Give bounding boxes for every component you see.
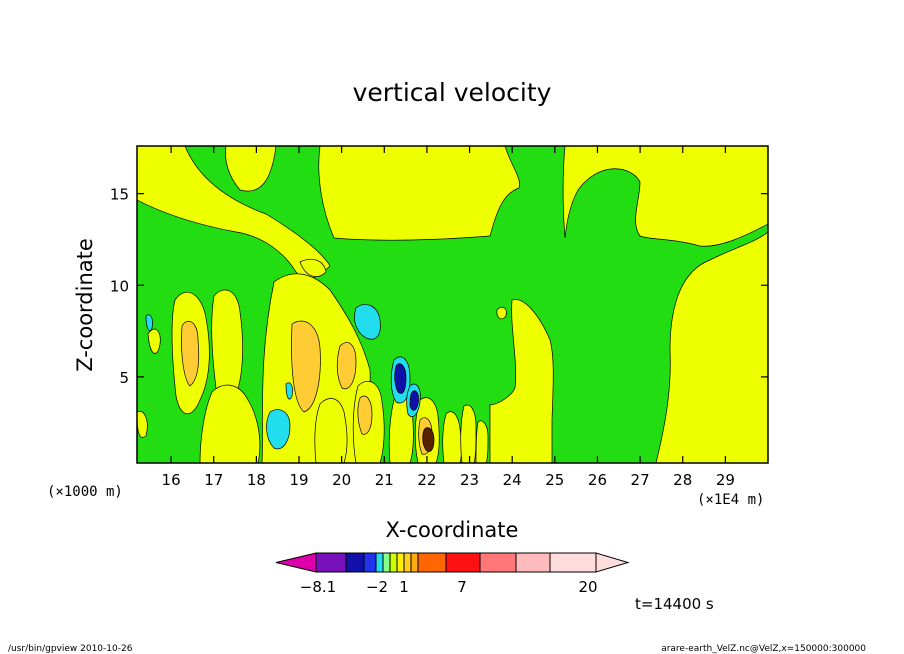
contour-region (181, 320, 200, 387)
colorbar-swatch (382, 552, 391, 573)
colorbar-swatch (403, 552, 412, 573)
colorbar-labels: −8.1 −2 1 7 20 (300, 578, 598, 596)
colorbar-tick-label: 20 (578, 578, 597, 596)
contour-region (199, 384, 261, 463)
colorbar-swatch (410, 552, 419, 573)
contour-region (225, 146, 277, 192)
contour-region (496, 306, 507, 320)
x-tick-label: 28 (673, 471, 692, 489)
contour-region (354, 304, 381, 340)
colorbar-tick-label: 1 (399, 578, 409, 596)
x-tick-label: 25 (545, 471, 564, 489)
contour-region (314, 398, 348, 463)
contour-region (562, 146, 768, 247)
x-tick-label: 18 (247, 471, 266, 489)
colorbar-tick-label: −8.1 (300, 578, 336, 596)
x-axis-label: X-coordinate (386, 518, 519, 542)
contour-region (266, 409, 291, 450)
contour-region (137, 146, 331, 279)
colorbar-swatch (396, 552, 405, 573)
plot-frame (136, 145, 769, 464)
colorbar-swatch (417, 552, 447, 573)
colorbar-swatch (363, 552, 377, 573)
contour-region (460, 404, 477, 463)
chart-title: vertical velocity (353, 78, 552, 107)
colorbar-min-arrow (275, 552, 317, 573)
contour-region (285, 382, 293, 400)
x-unit-left: (×1000 m) (47, 484, 123, 500)
x-tick-label: 21 (375, 471, 394, 489)
x-tick-label: 22 (417, 471, 436, 489)
y-tick-label: 15 (110, 186, 129, 204)
plot-area (137, 146, 768, 463)
x-tick-label: 27 (631, 471, 650, 489)
contour-region (318, 146, 520, 241)
colorbar-swatch (375, 552, 384, 573)
colorbar-max-arrow (595, 552, 630, 573)
contour-region (357, 395, 373, 435)
footer-right: arare-earth_VelZ.nc@VelZ,x=150000:300000 (661, 644, 866, 654)
contour-region (489, 299, 554, 463)
contour-region (137, 410, 148, 438)
colorbar (275, 552, 630, 573)
y-axis: 5 10 15 (110, 186, 768, 387)
y-tick-label: 10 (110, 277, 129, 295)
x-unit-right: (×1E4 m) (697, 492, 764, 508)
colorbar-swatch (389, 552, 398, 573)
contour-region (147, 328, 161, 354)
x-axis: 16 17 18 19 20 21 22 23 24 25 26 27 28 29 (162, 146, 735, 489)
colorbar-swatch (479, 552, 517, 573)
contour-region (409, 390, 419, 411)
contour-region (655, 231, 768, 463)
x-tick-label: 23 (460, 471, 479, 489)
x-tick-label: 24 (503, 471, 522, 489)
x-tick-label: 19 (289, 471, 308, 489)
contour-region (291, 320, 321, 413)
colorbar-swatch (345, 552, 365, 573)
colorbar-swatch (315, 552, 347, 573)
x-tick-label: 16 (162, 471, 181, 489)
time-label: t=14400 s (635, 595, 714, 613)
contour-region (145, 314, 153, 331)
colorbar-swatch (549, 552, 597, 573)
x-tick-label: 29 (716, 471, 735, 489)
contour-region (422, 427, 435, 452)
x-tick-label: 26 (588, 471, 607, 489)
contour-region (336, 342, 357, 390)
colorbar-swatch (515, 552, 551, 573)
contour-region (475, 420, 489, 463)
colorbar-tick-label: 7 (457, 578, 467, 596)
y-tick-label: 5 (119, 369, 129, 387)
contour-region (394, 363, 407, 394)
footer-left: /usr/bin/gpview 2010-10-26 (8, 644, 133, 654)
x-tick-label: 20 (332, 471, 351, 489)
contour-region (299, 258, 327, 277)
colorbar-swatch (445, 552, 481, 573)
colorbar-tick-label: −2 (366, 578, 388, 596)
x-tick-label: 17 (204, 471, 223, 489)
y-axis-label: Z-coordinate (73, 238, 97, 372)
